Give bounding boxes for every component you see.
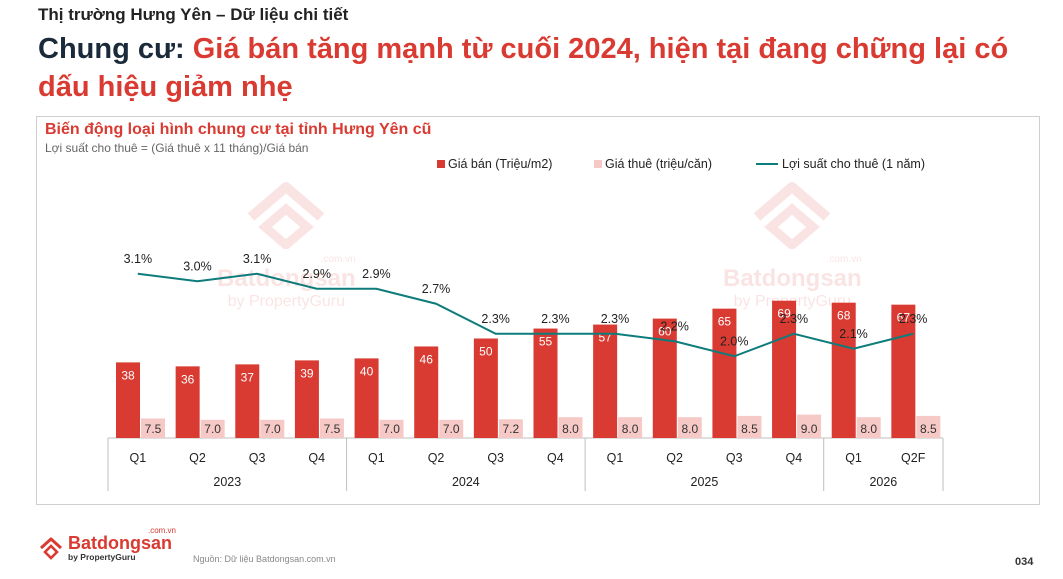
x-tick-label: Q1 xyxy=(607,451,624,465)
rent-bar-label: 8.5 xyxy=(741,422,758,436)
yield-point-label: 3.1% xyxy=(243,252,272,266)
sale-bar-label: 50 xyxy=(479,345,493,359)
page-number: 034 xyxy=(1015,556,1033,568)
yield-point-label: 2.9% xyxy=(303,267,332,281)
sale-bar-label: 36 xyxy=(181,372,195,386)
rent-bar-label: 7.0 xyxy=(204,422,221,436)
yield-point-label: 2.3% xyxy=(481,312,510,326)
yield-point-label: 2.0% xyxy=(720,334,749,348)
x-tick-label: Q3 xyxy=(487,451,504,465)
rent-bar-label: 7.5 xyxy=(145,422,162,436)
sale-bar-label: 55 xyxy=(539,335,553,349)
logo-by: by PropertyGuru xyxy=(68,552,172,562)
yield-point-label: 2.3% xyxy=(601,312,630,326)
x-tick-label: Q1 xyxy=(845,451,862,465)
x-tick-label: Q4 xyxy=(547,451,564,465)
rent-bar-label: 8.0 xyxy=(562,422,579,436)
sale-bar-label: 68 xyxy=(837,309,851,323)
sale-bar-label: 37 xyxy=(241,370,255,384)
x-tick-label: Q2 xyxy=(189,451,206,465)
rent-bar-label: 7.0 xyxy=(383,422,400,436)
yield-point-label: 3.1% xyxy=(124,252,153,266)
yield-point-label: 2.3% xyxy=(541,312,570,326)
sale-bar-label: 65 xyxy=(718,315,732,329)
yield-point-label: 2.7% xyxy=(422,282,451,296)
sale-bar-label: 46 xyxy=(420,352,434,366)
logo-domain: .com.vn xyxy=(148,526,176,535)
sale-bar-label: 40 xyxy=(360,364,374,378)
chart-plot: 38 7.5 Q1 36 7.0 Q2 37 7.0 Q3 39 7.5 Q4 40 7.0 Q1 46 7.0… xyxy=(37,117,1039,504)
x-tick-label: Q2F xyxy=(901,451,926,465)
batdongsan-logo-icon xyxy=(38,535,64,561)
x-tick-label: Q2 xyxy=(428,451,445,465)
footer-logo: .com.vn Batdongsan by PropertyGuru xyxy=(38,534,172,562)
x-group-label: 2024 xyxy=(452,475,480,489)
yield-point-label: 2.1% xyxy=(839,327,868,341)
headline-lead: Chung cư: xyxy=(38,33,185,65)
x-tick-label: Q2 xyxy=(666,451,683,465)
yield-point-label: 2.9% xyxy=(362,267,391,281)
x-tick-label: Q3 xyxy=(726,451,743,465)
sale-bar xyxy=(832,303,856,438)
x-group-label: 2023 xyxy=(213,475,241,489)
yield-point-label: 2.3% xyxy=(780,312,809,326)
sale-bar-label: 39 xyxy=(300,366,314,380)
rent-bar-label: 8.0 xyxy=(622,422,639,436)
x-tick-label: Q4 xyxy=(786,451,803,465)
page-headline: Chung cư: Giá bán tăng mạnh từ cuối 2024… xyxy=(38,30,1038,106)
x-tick-label: Q1 xyxy=(368,451,385,465)
x-group-label: 2026 xyxy=(869,475,897,489)
x-tick-label: Q1 xyxy=(129,451,146,465)
rent-bar-label: 7.2 xyxy=(503,422,520,436)
yield-point-label: 2.3% xyxy=(899,312,928,326)
x-tick-label: Q4 xyxy=(308,451,325,465)
rent-bar-label: 9.0 xyxy=(801,422,818,436)
yield-point-label: 2.2% xyxy=(660,319,689,333)
page-kicker: Thị trường Hưng Yên – Dữ liệu chi tiết xyxy=(38,5,348,25)
sale-bar-label: 38 xyxy=(121,368,135,382)
rent-bar-label: 8.0 xyxy=(681,422,698,436)
yield-point-label: 3.0% xyxy=(183,259,212,273)
source-note: Nguồn: Dữ liệu Batdongsan.com.vn xyxy=(193,554,336,564)
rent-bar-label: 7.5 xyxy=(324,422,341,436)
rent-bar-label: 7.0 xyxy=(264,422,281,436)
logo-name: Batdongsan xyxy=(68,534,172,552)
sale-bar-label: 57 xyxy=(598,331,612,345)
x-tick-label: Q3 xyxy=(249,451,266,465)
chart-panel: Biến động loại hình chung cư tại tỉnh Hư… xyxy=(36,116,1040,505)
x-group-label: 2025 xyxy=(691,475,719,489)
rent-bar-label: 8.0 xyxy=(860,422,877,436)
rent-bar-label: 8.5 xyxy=(920,422,937,436)
rent-bar-label: 7.0 xyxy=(443,422,460,436)
